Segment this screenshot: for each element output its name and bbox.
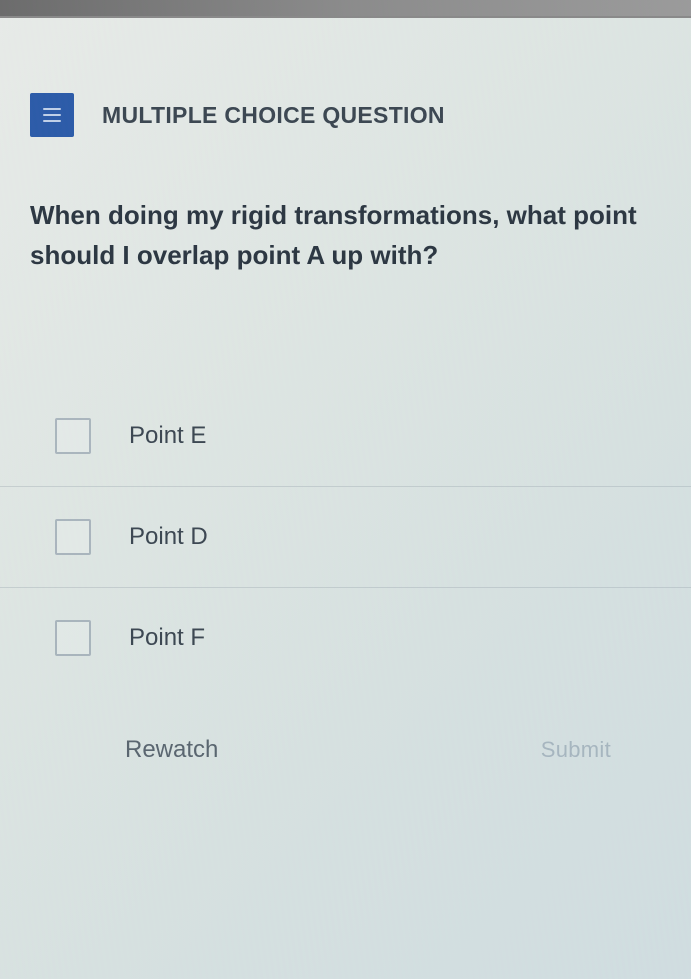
checkbox[interactable]: [55, 620, 91, 656]
multiple-choice-icon: [30, 93, 74, 137]
option-label: Point E: [129, 422, 206, 450]
question-prompt: When doing my rigid transformations, wha…: [0, 137, 691, 276]
checkbox[interactable]: [55, 519, 91, 555]
question-type-label: MULTIPLE CHOICE QUESTION: [102, 102, 445, 129]
options-list: Point E Point D Point F: [0, 386, 691, 688]
footer-actions: Rewatch Submit: [0, 688, 691, 764]
option-label: Point F: [129, 624, 205, 652]
checkbox[interactable]: [55, 418, 91, 454]
rewatch-button[interactable]: Rewatch: [125, 736, 218, 764]
option-row[interactable]: Point F: [0, 588, 691, 688]
submit-button[interactable]: Submit: [541, 737, 611, 763]
question-header: MULTIPLE CHOICE QUESTION: [0, 18, 691, 137]
option-row[interactable]: Point E: [0, 386, 691, 487]
top-bar: [0, 0, 691, 18]
option-row[interactable]: Point D: [0, 487, 691, 588]
option-label: Point D: [129, 523, 208, 551]
